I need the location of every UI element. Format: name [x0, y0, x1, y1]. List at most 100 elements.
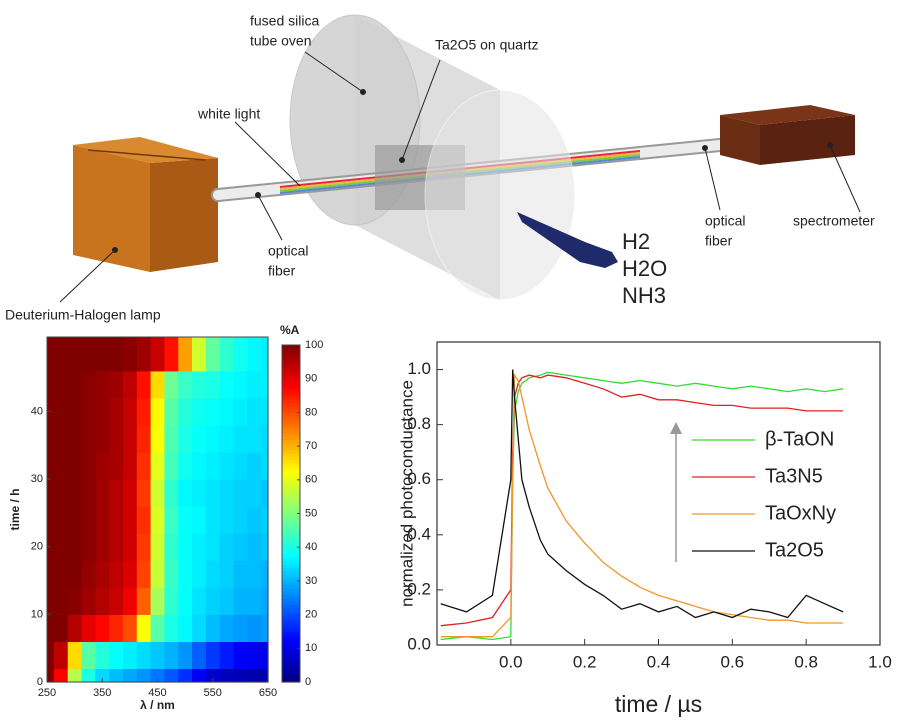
diagram-label: Deuterium-Halogen lamp: [5, 307, 161, 323]
heat-cell: [247, 641, 262, 670]
heat-cell: [233, 370, 248, 399]
colorbar-step: [282, 577, 300, 582]
colorbar-step: [282, 355, 300, 360]
heat-cell: [53, 668, 69, 683]
colorbar-step: [282, 533, 300, 538]
colorbar-step: [282, 449, 300, 454]
heat-cell: [67, 587, 83, 615]
colorbar-step: [282, 557, 300, 562]
colorbar-step: [282, 456, 300, 461]
heat-cell: [47, 668, 55, 683]
heat-cell: [95, 397, 110, 426]
lamp: [73, 145, 150, 272]
heat-cell: [53, 533, 69, 561]
y-axis-title: time / h: [8, 488, 22, 530]
heat-cell: [247, 337, 262, 372]
heat-cell: [95, 424, 110, 453]
diagram-label: fused silica: [250, 13, 319, 29]
colorbar-step: [282, 570, 300, 575]
spectrometer: [720, 105, 855, 125]
heat-cell: [164, 587, 179, 615]
heat-cell: [261, 397, 269, 426]
x-tick-label: 650: [259, 687, 277, 699]
heat-cell: [219, 479, 235, 507]
heat-cell: [95, 587, 110, 615]
colorbar-title: %A: [280, 323, 300, 337]
colorbar-step: [282, 476, 300, 481]
y-axis-title: normalized photoconductance: [397, 380, 416, 607]
diagram-label: fiber: [268, 263, 296, 279]
y-tick-label: 0: [37, 676, 43, 688]
heat-cell: [47, 560, 55, 588]
x-tick-label: 0.2: [573, 652, 597, 671]
colorbar-step: [282, 648, 300, 653]
heat-cell: [164, 560, 179, 588]
colorbar-step: [282, 419, 300, 424]
diagram-label: fiber: [705, 233, 733, 249]
heat-cell: [261, 614, 269, 643]
heat-cell: [53, 614, 69, 643]
heat-cell: [47, 337, 55, 372]
leader: [234, 121, 301, 187]
colorbar-step: [282, 395, 300, 400]
colorbar-tick-label: 20: [305, 609, 317, 621]
heat-cell: [136, 370, 152, 399]
colorbar-step: [282, 628, 300, 633]
heat-cell: [247, 587, 262, 615]
heat-cell: [53, 337, 69, 372]
diagram-label: optical: [705, 213, 745, 229]
colorbar-step: [282, 665, 300, 670]
leader-dot: [399, 157, 405, 163]
heat-cell: [136, 397, 152, 426]
heat-cell: [164, 533, 179, 561]
heat-cell: [261, 479, 269, 507]
colorbar-step: [282, 473, 300, 478]
heat-cell: [192, 587, 207, 615]
heat-cell: [136, 641, 152, 670]
heat-cell: [178, 452, 193, 480]
heat-cell: [53, 587, 69, 615]
diagram-label: tube oven: [250, 33, 312, 49]
colorbar-step: [282, 459, 300, 464]
heat-cell: [95, 506, 110, 534]
leader-dot: [255, 192, 261, 198]
x-tick-label: 550: [204, 687, 222, 699]
heat-cell: [53, 641, 69, 670]
colorbar-step: [282, 655, 300, 660]
spectrometer: [720, 115, 760, 165]
colorbar-step: [282, 378, 300, 383]
heat-cell: [150, 560, 166, 588]
heat-cell: [247, 533, 262, 561]
colorbar-tick-label: 30: [305, 575, 317, 587]
heat-cell: [47, 587, 55, 615]
heat-cell: [247, 452, 262, 480]
heat-cell: [192, 668, 207, 683]
heat-cell: [109, 587, 124, 615]
heat-cell: [122, 560, 138, 588]
heat-cell: [164, 614, 179, 643]
y-tick-label: 0.6: [407, 469, 431, 488]
heat-cell: [122, 587, 138, 615]
legend-box: [665, 420, 865, 578]
heat-cell: [47, 641, 55, 670]
diagram-label: spectrometer: [793, 213, 875, 229]
heat-cell: [81, 370, 96, 399]
heat-cell: [192, 614, 207, 643]
heat-cell: [95, 479, 110, 507]
heat-cell: [150, 397, 166, 426]
heat-cell: [178, 560, 193, 588]
line-chart: 0.0 0.2 0.4 0.6 0.8 1.0 0.0 0.2 0.4 0.6 0.8 1.0 time…: [397, 341, 892, 717]
leader: [704, 147, 721, 211]
x-axis-title: λ / nm: [140, 698, 175, 712]
heat-cell: [205, 587, 221, 615]
lamp-edge: [87, 149, 206, 161]
heat-cell: [233, 560, 248, 588]
colorbar-step: [282, 513, 300, 518]
colorbar-step: [282, 392, 300, 397]
heat-cell: [136, 452, 152, 480]
lamp: [150, 158, 218, 272]
x-tick-label: 350: [93, 687, 111, 699]
colorbar-step: [282, 348, 300, 353]
legend-label: Ta2O5: [765, 539, 824, 561]
heat-cell: [178, 337, 193, 372]
